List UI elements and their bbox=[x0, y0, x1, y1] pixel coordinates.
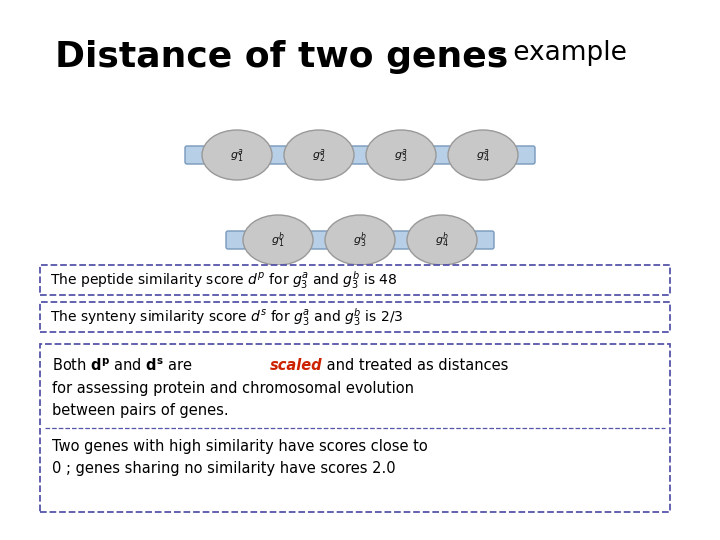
Ellipse shape bbox=[366, 130, 436, 180]
Ellipse shape bbox=[243, 215, 313, 265]
Text: Distance of two genes: Distance of two genes bbox=[55, 40, 508, 74]
Text: scaled: scaled bbox=[270, 359, 323, 374]
Text: $g_2^a$: $g_2^a$ bbox=[312, 146, 326, 164]
Ellipse shape bbox=[202, 130, 272, 180]
Text: Two genes with high similarity have scores close to: Two genes with high similarity have scor… bbox=[52, 438, 428, 454]
Text: $g_1^b$: $g_1^b$ bbox=[271, 230, 285, 250]
Text: The peptide similarity score $d^p$ for $g_3^a$ and $g_3^b$ is 48: The peptide similarity score $d^p$ for $… bbox=[50, 269, 397, 291]
Text: The synteny similarity score $d^s$ for $g_3^a$ and $g_3^b$ is 2/3: The synteny similarity score $d^s$ for $… bbox=[50, 306, 403, 328]
Text: - example: - example bbox=[487, 40, 627, 66]
Text: $g_4^b$: $g_4^b$ bbox=[435, 230, 449, 250]
Ellipse shape bbox=[284, 130, 354, 180]
Ellipse shape bbox=[448, 130, 518, 180]
Text: for assessing protein and chromosomal evolution: for assessing protein and chromosomal ev… bbox=[52, 381, 414, 395]
Text: $g_1^a$: $g_1^a$ bbox=[230, 146, 244, 164]
Text: 0 ; genes sharing no similarity have scores 2.0: 0 ; genes sharing no similarity have sco… bbox=[52, 461, 395, 476]
FancyBboxPatch shape bbox=[185, 146, 535, 164]
Ellipse shape bbox=[407, 215, 477, 265]
FancyBboxPatch shape bbox=[40, 265, 670, 295]
Text: $g_3^a$: $g_3^a$ bbox=[394, 146, 408, 164]
FancyBboxPatch shape bbox=[226, 231, 494, 249]
Text: between pairs of genes.: between pairs of genes. bbox=[52, 402, 229, 417]
FancyBboxPatch shape bbox=[40, 344, 670, 512]
FancyBboxPatch shape bbox=[40, 302, 670, 332]
Text: $g_4^a$: $g_4^a$ bbox=[476, 146, 490, 164]
Text: and treated as distances: and treated as distances bbox=[322, 359, 508, 374]
Text: Both $\mathbf{d^p}$ and $\mathbf{d^s}$ are: Both $\mathbf{d^p}$ and $\mathbf{d^s}$ a… bbox=[52, 357, 194, 374]
Ellipse shape bbox=[325, 215, 395, 265]
Text: $g_3^b$: $g_3^b$ bbox=[353, 230, 367, 250]
